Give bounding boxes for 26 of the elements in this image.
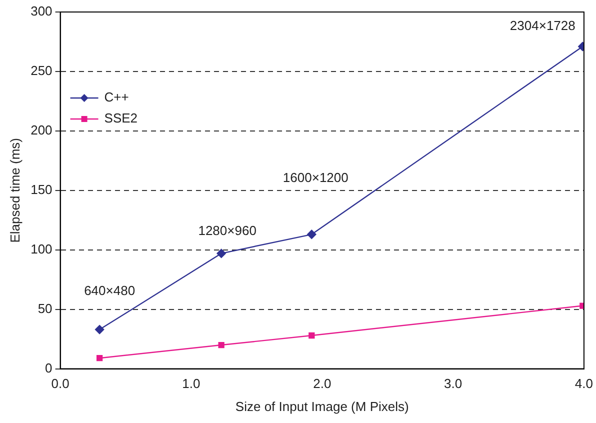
y-axis-title: Elapsed time (ms) [7,138,22,243]
legend-label: SSE2 [104,110,138,126]
annotation: 1600×1200 [282,170,348,185]
x-axis-title: Size of Input Image (M Pixels) [235,398,409,414]
x-tick-label: 3.0 [444,376,462,392]
y-tick-label: 250 [30,63,52,78]
point [94,324,104,334]
point [216,248,226,258]
x-tick-label: 4.0 [574,376,594,392]
legend-label: C++ [104,90,129,105]
y-tick-label: 0 [45,360,52,376]
y-tick-label: 150 [30,182,52,197]
annotation: 640×480 [84,283,136,298]
x-tick-label: 2.0 [313,376,332,392]
y-tick-label: 100 [30,241,52,256]
x-tick-label: 1.0 [182,376,200,392]
point [218,342,224,348]
point [307,230,316,240]
y-tick-label: 200 [30,122,52,138]
point [308,332,315,339]
x-tick-label: 0.0 [51,376,70,392]
annotation: 2304×1728 [510,18,576,34]
annotation: 1280×960 [198,223,256,238]
y-tick-label: 300 [30,4,52,19]
y-tick-label: 50 [38,300,52,316]
point [96,355,103,362]
